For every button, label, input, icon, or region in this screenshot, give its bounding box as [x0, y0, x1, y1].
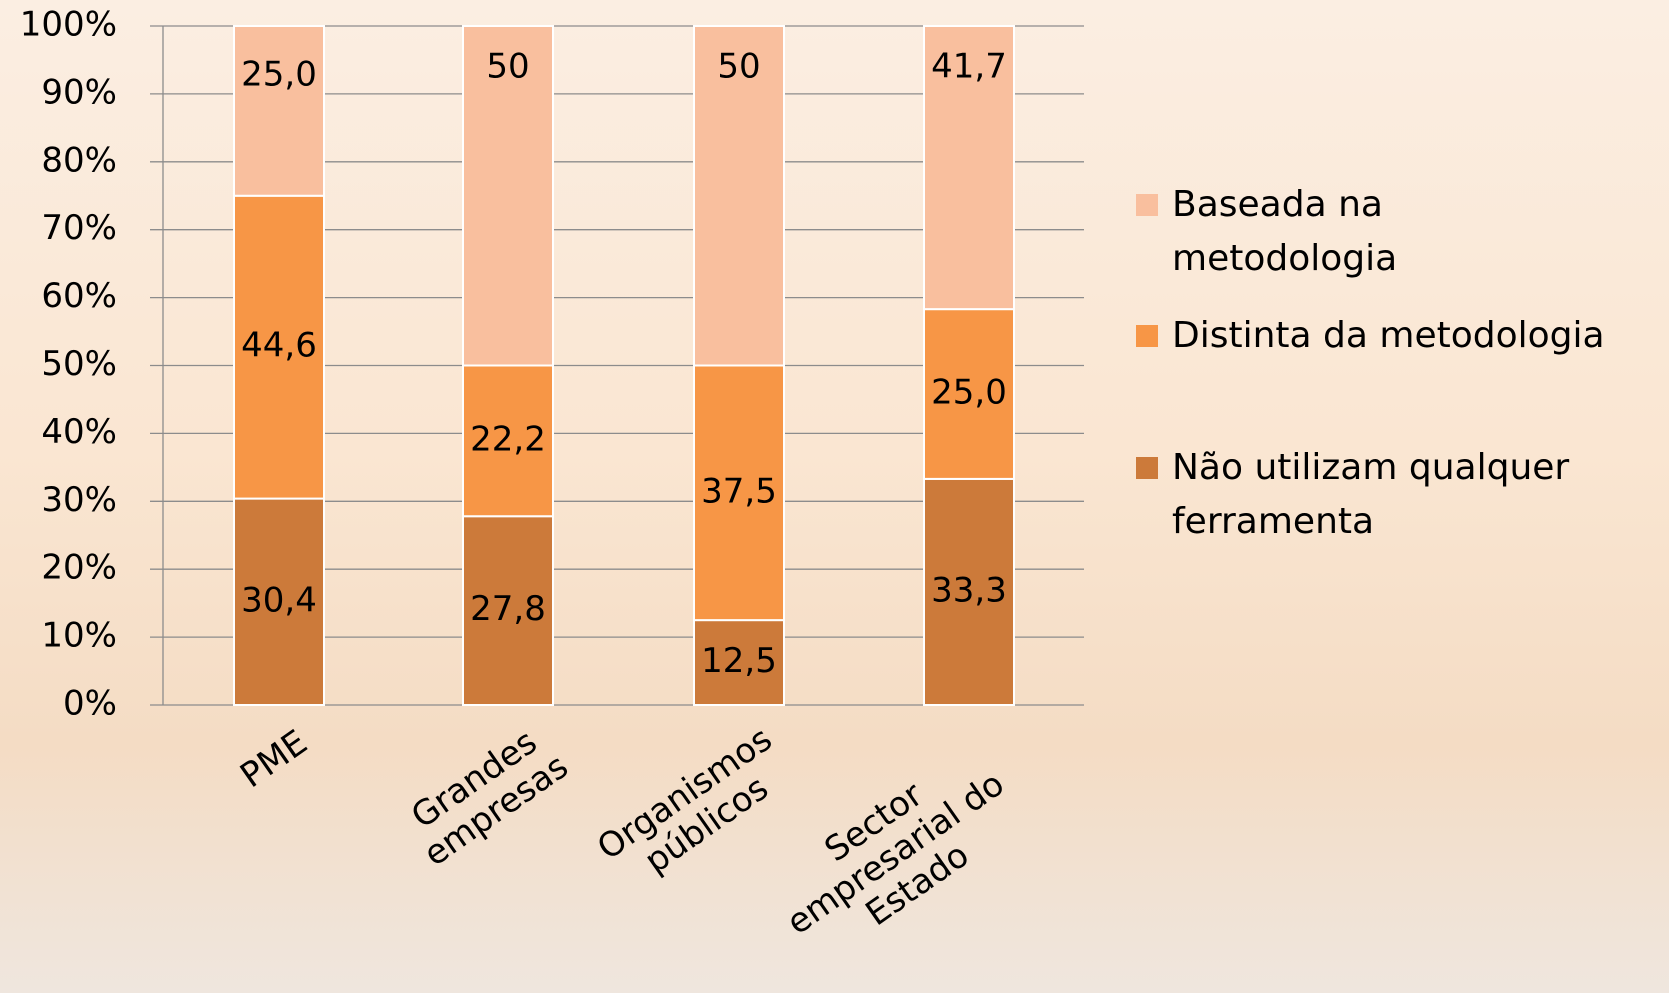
legend-swatch: [1136, 194, 1158, 216]
y-tick-label: 30%: [41, 480, 117, 520]
y-tick-label: 90%: [41, 72, 117, 112]
y-tick-label: 70%: [41, 208, 117, 248]
legend-swatch: [1136, 325, 1158, 347]
y-tick-label: 60%: [41, 276, 117, 316]
legend-label: Não utilizam qualquer ferramenta: [1172, 441, 1612, 549]
legend-label: Distinta da metodologia: [1172, 309, 1605, 363]
y-tick-label: 80%: [41, 140, 117, 180]
legend-item: Baseada na metodologia: [1136, 178, 1656, 286]
value-label: 44,6: [241, 326, 317, 366]
value-label: 30,4: [241, 580, 317, 620]
value-label: 37,5: [701, 471, 777, 511]
value-label: 27,8: [470, 589, 546, 629]
y-tick-label: 50%: [41, 344, 117, 384]
value-label: 12,5: [701, 641, 777, 681]
value-label: 33,3: [931, 570, 1007, 610]
page: 0% 10% 20% 30% 40% 50% 60% 70% 80% 90% 100% 30,4 44,…: [0, 0, 1669, 993]
y-tick-label: 20%: [41, 548, 117, 588]
bar-segment: [234, 26, 324, 196]
y-tick-label: 10%: [41, 616, 117, 656]
y-tick-label: 0%: [63, 684, 117, 724]
y-tick-label: 100%: [20, 5, 117, 45]
value-label: 41,7: [931, 47, 1007, 87]
legend-swatch: [1136, 457, 1158, 479]
y-tick-label: 40%: [41, 412, 117, 452]
value-label: 25,0: [241, 55, 317, 95]
legend-label: Baseada na metodologia: [1172, 178, 1612, 286]
value-label: 22,2: [470, 419, 546, 459]
legend-item: Distinta da metodologia: [1136, 309, 1656, 363]
value-label: 50: [717, 47, 760, 87]
value-label: 25,0: [931, 373, 1007, 413]
value-label: 50: [486, 47, 529, 87]
legend-item: Não utilizam qualquer ferramenta: [1136, 441, 1656, 549]
